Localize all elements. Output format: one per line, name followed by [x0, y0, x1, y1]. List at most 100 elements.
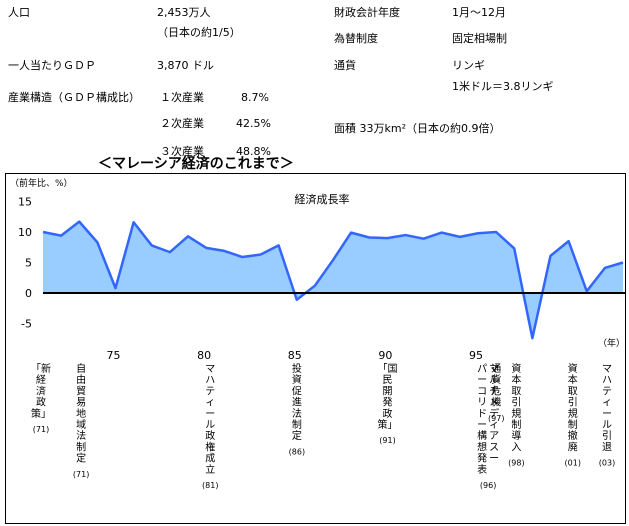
- event-char: 構: [477, 429, 487, 442]
- event-char: 定: [76, 452, 86, 465]
- event-char: 危: [491, 385, 501, 397]
- y-tick-label: 5: [25, 257, 32, 270]
- event-char: 法: [76, 429, 86, 442]
- event-char: 権: [205, 440, 215, 453]
- event-char: 開: [383, 385, 393, 397]
- event-char: チ: [489, 385, 499, 397]
- secondary-value: 42.5%: [236, 117, 271, 130]
- growth-area-fill: [43, 221, 623, 339]
- x-tick-label: 75: [107, 349, 121, 362]
- population-note: （日本の約1/5）: [157, 26, 241, 39]
- event-char: 地: [76, 407, 86, 420]
- event-year-label: (01): [565, 459, 581, 468]
- gdp-value: 3,870 ドル: [157, 59, 214, 72]
- event-char: ハ: [602, 375, 612, 386]
- event-char: リ: [477, 398, 487, 409]
- event-char: 成: [205, 453, 215, 465]
- event-char: ー: [477, 420, 487, 431]
- event-char: 済: [36, 384, 46, 397]
- event-char: 法: [292, 407, 302, 420]
- currency-label: 通貨: [334, 59, 356, 72]
- event-char: 取: [568, 385, 578, 397]
- event-char: 退: [602, 441, 612, 453]
- fx-value: 固定相場制: [452, 32, 507, 45]
- event-char: 易: [76, 397, 86, 409]
- event-char: テ: [602, 386, 612, 397]
- fx-label: 為替制度: [334, 32, 378, 45]
- y-tick-label: -5: [21, 318, 32, 331]
- event-char: ハ: [205, 375, 215, 386]
- event-char: 策」: [378, 418, 398, 431]
- event-char: パ: [477, 363, 487, 375]
- event-char: 制: [292, 418, 302, 431]
- event-char: ル: [602, 420, 612, 431]
- event-char: 進: [292, 397, 302, 409]
- event-year-label: (96): [480, 481, 496, 490]
- event-char: 「国: [378, 363, 398, 375]
- y-tick-label: 15: [18, 196, 32, 209]
- primary-label: １次産業: [160, 91, 204, 104]
- secondary-label: ２次産業: [160, 117, 204, 130]
- event-char: 引: [511, 397, 521, 409]
- event-char: ー: [205, 409, 215, 420]
- event-char: 本: [511, 373, 521, 386]
- event-char: ー: [602, 409, 612, 420]
- event-char: マ: [489, 364, 499, 375]
- event-char: 廃: [568, 440, 578, 453]
- event-char: 由: [76, 373, 86, 386]
- event-year-label: (71): [33, 425, 49, 434]
- event-char: 資: [292, 374, 302, 386]
- event-char: 貨: [491, 373, 501, 386]
- event-char: 撤: [568, 429, 578, 442]
- event-char: 制: [511, 418, 521, 431]
- event-year-label: (81): [202, 481, 218, 490]
- event-year-label: (91): [379, 436, 395, 445]
- growth-series-line: [42, 220, 624, 340]
- x-axis-label: （年）: [598, 337, 625, 349]
- event-year-label: (86): [289, 447, 305, 456]
- event-char: ル: [489, 375, 499, 386]
- event-char: ス: [489, 442, 499, 453]
- x-tick-label: 90: [378, 349, 392, 362]
- event-char: 定: [292, 429, 302, 442]
- event-char: ド: [477, 409, 487, 420]
- event-char: 導: [511, 429, 521, 442]
- section-title: ＜マレーシア経済のこれまで＞: [95, 157, 297, 171]
- event-char: 策」: [31, 407, 51, 420]
- event-char: マ: [205, 364, 215, 375]
- event-char: 資: [511, 363, 521, 375]
- event-char: 機: [491, 396, 501, 409]
- event-char: 政: [383, 407, 393, 420]
- x-tick-label: 80: [197, 349, 211, 362]
- event-year-label: (03): [599, 459, 615, 468]
- event-year-label: (97): [488, 414, 504, 423]
- y-tick-label: 10: [18, 226, 32, 239]
- event-char: 規: [568, 408, 578, 420]
- event-char: 発: [477, 452, 487, 465]
- event-char: テ: [205, 386, 215, 397]
- event-char: 規: [511, 408, 521, 420]
- event-char: ル: [205, 420, 215, 431]
- event-char: 引: [568, 397, 578, 409]
- event-char: 立: [205, 463, 215, 476]
- event-char: ィ: [205, 398, 215, 409]
- event-year-label: (71): [73, 470, 89, 479]
- x-tick-label: 95: [469, 349, 483, 362]
- event-char: デ: [489, 407, 499, 420]
- population-value: 2,453万人: [157, 6, 211, 19]
- event-char: ア: [489, 431, 499, 442]
- chart-frame: [5, 173, 626, 524]
- currency-value: リンギ: [452, 59, 485, 72]
- event-char: 引: [602, 430, 612, 442]
- event-char: 資: [568, 363, 578, 375]
- event-char: ィ: [602, 398, 612, 409]
- gdp-label: 一人当たりＧＤＰ: [8, 59, 96, 72]
- event-char: 通: [491, 363, 501, 375]
